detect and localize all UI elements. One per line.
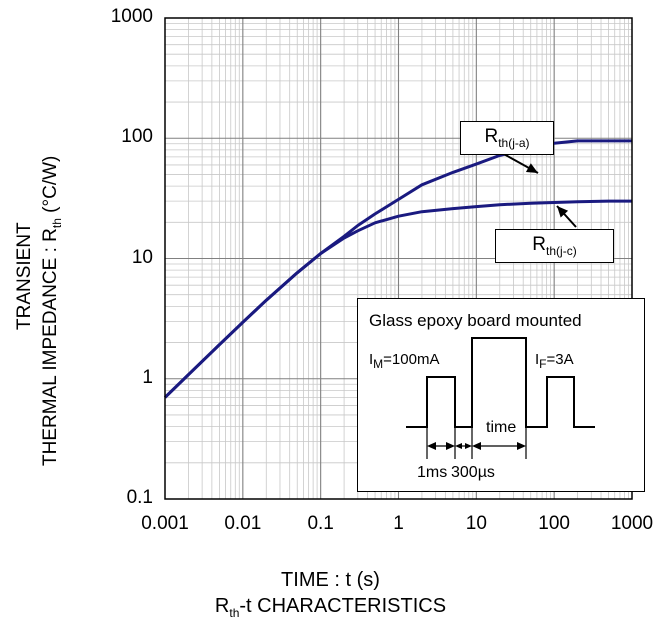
inset-t2-label: 300µs [451, 464, 495, 481]
series-line-rth-jc [163, 199, 632, 399]
callout-rth-jc: Rth(j-c) [495, 229, 614, 263]
x-tick-label: 0.1 [307, 513, 334, 534]
y-tick-label: 10 [131, 246, 153, 268]
x-tick-label: 1 [393, 513, 404, 534]
inset-title: Glass epoxy board mounted [369, 311, 582, 330]
x-tick-label: 10 [465, 513, 487, 534]
pulse-waveform [406, 337, 595, 459]
callout-rth-ja: Rth(j-a) [460, 121, 554, 155]
chart-caption: Rth-t CHARACTERISTICS [214, 595, 447, 620]
y-tick-label: 0.1 [126, 487, 153, 508]
plot-frame [164, 17, 633, 500]
inset-im-label: IM=100mA [369, 351, 440, 371]
x-tick-label: 1000 [610, 513, 654, 534]
arrow-rth-ja-head [525, 163, 538, 173]
y-tick-label: 100 [121, 126, 153, 148]
x-tick-label: 100 [538, 513, 570, 534]
y-tick-label: 1000 [110, 6, 153, 27]
x-tick-label: 0.001 [141, 513, 189, 534]
inset-box: Glass epoxy board mounted IM=100mA IF=3A… [357, 298, 645, 492]
inset-time-label: time [486, 419, 517, 436]
arrow-rth-jc-head [557, 206, 569, 218]
x-axis-label: TIME : t (s) [281, 569, 380, 591]
callout-arrows [501, 152, 577, 228]
x-tick-label: 0.01 [224, 513, 262, 534]
y-tick-label: 1 [142, 366, 153, 388]
y-axis-label-line1: TRANSIENT [14, 222, 35, 330]
inset-if-label: IF=3A [535, 351, 574, 371]
inset-t1-label: 1ms [417, 464, 448, 481]
y-axis-label-line2: THERMAL IMPEDANCE : Rth (°C/W) [40, 155, 64, 466]
